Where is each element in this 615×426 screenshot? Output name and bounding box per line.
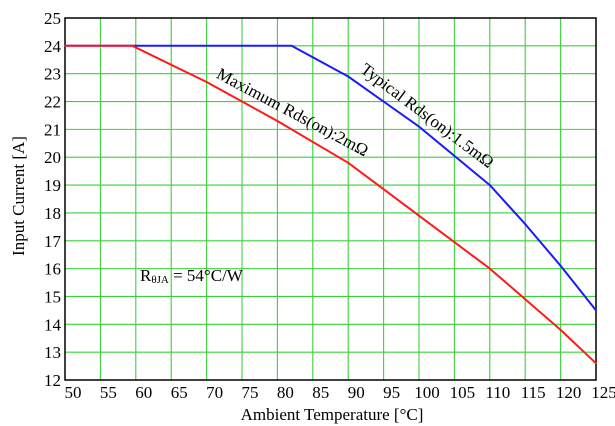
y-tick-label-23: 23 (44, 65, 61, 84)
rtheta-symbol: R (140, 266, 152, 285)
typical-series-label: Typical Rds(on):1.5mΩ (357, 59, 497, 171)
y-tick-label-19: 19 (44, 176, 61, 195)
rtheta-subscript: θJA (151, 274, 169, 286)
y-tick-label-13: 13 (44, 343, 61, 362)
x-tick-label-100: 100 (414, 383, 440, 402)
maximum-point-0 (64, 45, 66, 47)
series-layer (64, 44, 597, 365)
thermal-resistance-annotation: RθJA = 54°C/W (140, 266, 244, 286)
y-tick-label-20: 20 (44, 148, 61, 167)
x-axis-title: Ambient Temperature [°C] (241, 405, 424, 424)
plot-frame (64, 17, 597, 381)
y-tick-label-22: 22 (44, 93, 61, 112)
y-tick-label-12: 12 (44, 371, 61, 390)
x-tick-label-90: 90 (348, 383, 365, 402)
x-tick-label-120: 120 (556, 383, 582, 402)
x-tick-label-50: 50 (65, 383, 82, 402)
y-tick-label-16: 16 (44, 260, 61, 279)
maximum-point-9 (595, 362, 597, 365)
rtheta-value: = 54°C/W (169, 266, 244, 285)
y-tick-label-21: 21 (44, 120, 61, 139)
x-tick-label-115: 115 (521, 383, 546, 402)
typical-point-6 (559, 265, 562, 267)
grid (65, 18, 596, 380)
typical-point-1 (290, 45, 293, 47)
y-tick-label-14: 14 (44, 315, 62, 334)
maximum-point-8 (559, 329, 562, 331)
maximum-point-1 (131, 45, 134, 47)
x-tick-label-75: 75 (242, 383, 259, 402)
x-tick-label-95: 95 (383, 383, 400, 402)
x-tick-label-80: 80 (277, 383, 294, 402)
typical-point-7 (595, 309, 597, 312)
y-axis-title: Input Current [A] (9, 136, 28, 256)
typical-point-3 (418, 125, 420, 128)
typical-rdson-line (65, 44, 597, 312)
y-tick-label-18: 18 (44, 204, 61, 223)
y-tick-labels: 12 13 14 15 16 17 18 19 20 21 22 23 24 25 (44, 9, 62, 390)
x-tick-label-85: 85 (312, 383, 329, 402)
x-tick-label-65: 65 (171, 383, 188, 402)
y-tick-label-25: 25 (44, 9, 61, 28)
y-tick-label-17: 17 (44, 232, 62, 251)
maximum-point-7 (524, 298, 526, 301)
maximum-point-3 (276, 120, 279, 122)
typical-point-5 (524, 223, 526, 225)
maximum-point-6 (489, 267, 491, 270)
y-tick-label-24: 24 (44, 37, 62, 56)
x-tick-label-125: 125 (591, 383, 615, 402)
typical-point-4 (489, 184, 491, 186)
maximum-point-4 (347, 162, 350, 164)
maximum-point-2 (205, 81, 208, 83)
x-tick-labels: 50 55 60 65 70 75 80 85 90 95 100 105 110 115 120 125 (65, 383, 615, 402)
typical-point-2 (347, 75, 350, 78)
x-tick-label-105: 105 (450, 383, 476, 402)
maximum-point-5 (418, 214, 420, 217)
x-tick-label-70: 70 (206, 383, 223, 402)
x-tick-label-110: 110 (485, 383, 510, 402)
x-tick-label-60: 60 (135, 383, 152, 402)
maximum-rdson-line (65, 44, 597, 365)
y-tick-label-15: 15 (44, 287, 61, 306)
x-tick-label-55: 55 (100, 383, 117, 402)
